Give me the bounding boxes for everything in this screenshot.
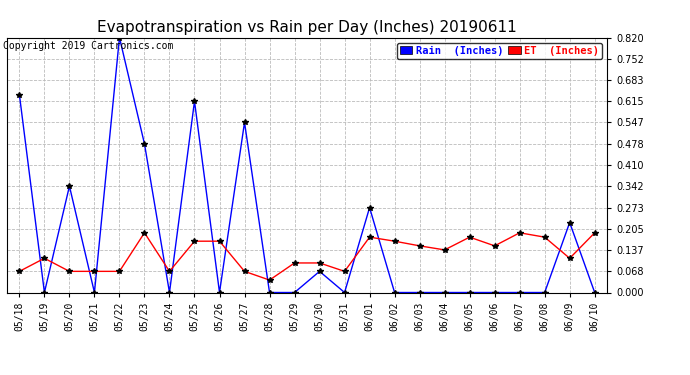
Rain  (Inches) <box>266 290 274 295</box>
ET  (Inches) <box>240 269 248 274</box>
Rain  (Inches) <box>366 206 374 210</box>
Rain  (Inches) <box>515 290 524 295</box>
Rain  (Inches) <box>190 99 199 104</box>
ET  (Inches) <box>515 231 524 235</box>
Rain  (Inches) <box>90 290 99 295</box>
Rain  (Inches) <box>290 290 299 295</box>
Rain  (Inches) <box>166 290 174 295</box>
ET  (Inches) <box>591 231 599 235</box>
Rain  (Inches) <box>391 290 399 295</box>
ET  (Inches) <box>415 244 424 248</box>
ET  (Inches) <box>90 269 99 274</box>
Line: Rain  (Inches): Rain (Inches) <box>17 35 598 295</box>
Rain  (Inches) <box>240 120 248 124</box>
Rain  (Inches) <box>591 290 599 295</box>
Rain  (Inches) <box>66 184 74 188</box>
ET  (Inches) <box>440 248 449 252</box>
Legend: Rain  (Inches), ET  (Inches): Rain (Inches), ET (Inches) <box>397 43 602 59</box>
Rain  (Inches) <box>540 290 549 295</box>
ET  (Inches) <box>115 269 124 274</box>
Rain  (Inches) <box>491 290 499 295</box>
ET  (Inches) <box>340 269 348 274</box>
ET  (Inches) <box>266 278 274 282</box>
ET  (Inches) <box>140 231 148 235</box>
Line: ET  (Inches): ET (Inches) <box>17 230 598 283</box>
ET  (Inches) <box>66 269 74 274</box>
ET  (Inches) <box>215 239 224 243</box>
ET  (Inches) <box>290 261 299 265</box>
ET  (Inches) <box>540 235 549 239</box>
ET  (Inches) <box>190 239 199 243</box>
Title: Evapotranspiration vs Rain per Day (Inches) 20190611: Evapotranspiration vs Rain per Day (Inch… <box>97 20 517 35</box>
Text: Copyright 2019 Cartronics.com: Copyright 2019 Cartronics.com <box>3 41 174 51</box>
Rain  (Inches) <box>440 290 449 295</box>
ET  (Inches) <box>40 256 48 261</box>
ET  (Inches) <box>366 235 374 239</box>
Rain  (Inches) <box>566 220 574 225</box>
ET  (Inches) <box>466 235 474 239</box>
ET  (Inches) <box>491 244 499 248</box>
Rain  (Inches) <box>215 290 224 295</box>
Rain  (Inches) <box>15 93 23 97</box>
ET  (Inches) <box>391 239 399 243</box>
Rain  (Inches) <box>40 290 48 295</box>
ET  (Inches) <box>166 269 174 274</box>
ET  (Inches) <box>315 261 324 265</box>
Rain  (Inches) <box>415 290 424 295</box>
ET  (Inches) <box>15 269 23 274</box>
Rain  (Inches) <box>140 142 148 146</box>
Rain  (Inches) <box>115 35 124 40</box>
Rain  (Inches) <box>340 290 348 295</box>
Rain  (Inches) <box>315 269 324 274</box>
Rain  (Inches) <box>466 290 474 295</box>
ET  (Inches) <box>566 256 574 261</box>
